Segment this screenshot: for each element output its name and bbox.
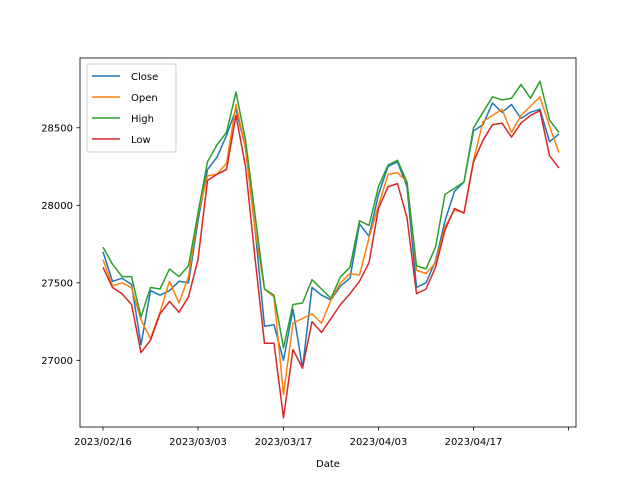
x-axis: 2023/02/16 2023/03/03 2023/03/17 2023/04/03…: [74, 427, 569, 448]
y-tick-label: 27000: [41, 356, 73, 367]
x-tick-label: 2023/03/03: [169, 437, 227, 448]
legend-label-close: Close: [131, 72, 158, 83]
series-layer: [102, 80, 560, 419]
x-tick-label: 2023/02/16: [74, 437, 132, 448]
legend: Close Open High Low: [86, 63, 177, 153]
legend-box: [86, 63, 177, 153]
y-axis: 27000 27500 28000 28500: [41, 123, 80, 367]
series-line-low: [102, 109, 560, 419]
x-tick-label: 2023/03/17: [255, 437, 313, 448]
plot-frame: [79, 57, 577, 428]
y-tick-label: 28000: [41, 201, 73, 212]
legend-label-low: Low: [131, 135, 151, 146]
x-axis-title: Date: [316, 459, 340, 470]
legend-label-high: High: [131, 114, 154, 125]
x-tick-label: 2023/04/17: [445, 437, 503, 448]
legend-label-open: Open: [131, 93, 158, 104]
x-tick-label: 2023/04/03: [350, 437, 408, 448]
series-line-high: [102, 80, 560, 349]
series-line-open: [102, 96, 560, 396]
y-tick-label: 27500: [41, 278, 73, 289]
y-tick-label: 28500: [41, 123, 73, 134]
